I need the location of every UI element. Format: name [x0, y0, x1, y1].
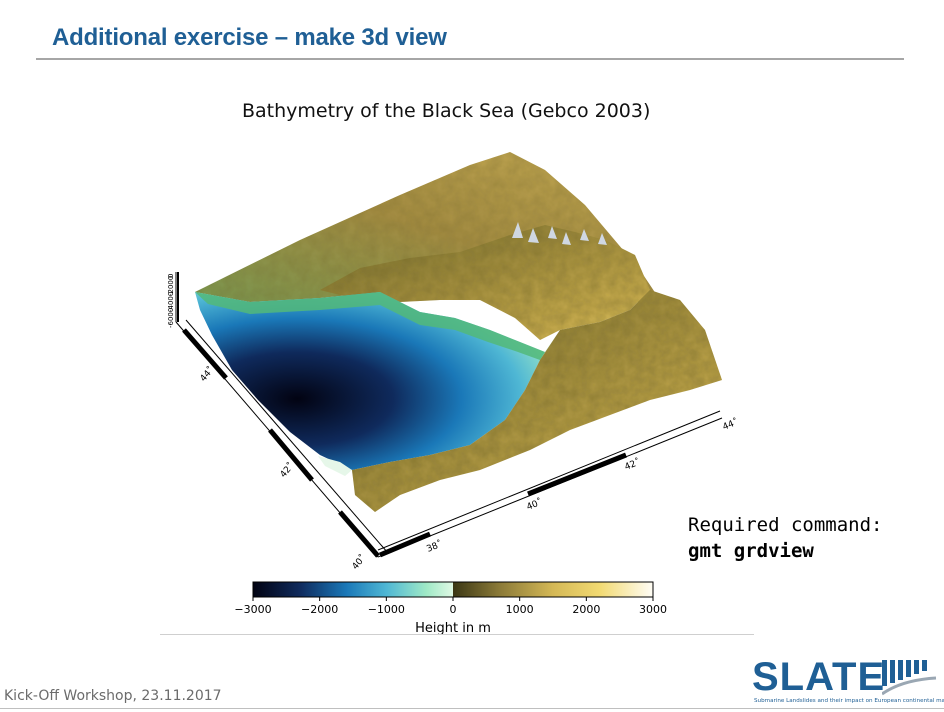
z-tick-label: -2000: [167, 276, 175, 296]
z-tick-label: -4000: [167, 292, 175, 312]
coastal-shelf: [195, 292, 545, 360]
lon-tick-label: 42˚: [623, 457, 642, 473]
colorbar-label: Height in m: [415, 621, 491, 636]
snow-peaks: [512, 222, 607, 245]
colorbar-tick-label: 0: [450, 603, 457, 616]
colorbar-swatch: [252, 581, 654, 598]
frame-axes: [175, 272, 723, 558]
colorbar-tick-label: 2000: [572, 603, 600, 616]
figure-title: Bathymetry of the Black Sea (Gebco 2003): [242, 100, 651, 122]
z-tick-label: -6000: [167, 308, 175, 328]
lon-tick-label: 38˚: [425, 539, 444, 555]
slide-title: Additional exercise – make 3d view: [52, 24, 447, 51]
lon-tick-label: 44˚: [721, 417, 740, 433]
command-text: gmt grdview: [688, 540, 814, 562]
colorbar-tick-label: −3000: [234, 603, 271, 616]
colorbar: −3000 −2000 −1000 0 1000 2000 3000 Height in m: [234, 581, 667, 636]
terrain-surface: [195, 152, 722, 512]
logo-bars-icon: [882, 660, 937, 696]
sea-basin: [195, 292, 560, 470]
z-tick-label: 0: [167, 274, 175, 278]
logo-subtitle: Submarine Landslides and their impact on…: [754, 698, 944, 704]
z-axis-labels: 0 -2000 -4000 -6000: [167, 274, 175, 328]
colorbar-tick-label: −1000: [368, 603, 405, 616]
colorbar-tick-label: 1000: [506, 603, 534, 616]
logo-wordmark: SLATE: [752, 655, 886, 699]
figure-divider: [160, 634, 754, 635]
colorbar-tick-label: 3000: [639, 603, 667, 616]
colorbar-ticks: −3000 −2000 −1000 0 1000 2000 3000: [234, 597, 667, 616]
lat-tick-label: 40˚: [350, 553, 369, 572]
slate-logo: SLATE Submarine Landslides and their imp…: [752, 655, 944, 708]
footer-text: Kick-Off Workshop, 23.11.2017: [4, 688, 222, 704]
bottom-divider: [0, 708, 944, 709]
colorbar-tick-label: −2000: [301, 603, 338, 616]
title-divider: [36, 58, 904, 60]
lat-tick-label: 42˚: [278, 461, 297, 480]
command-caption: Required command:: [688, 514, 883, 536]
lon-tick-label: 40˚: [525, 497, 544, 513]
command-box: Required command: gmt grdview: [688, 512, 882, 564]
